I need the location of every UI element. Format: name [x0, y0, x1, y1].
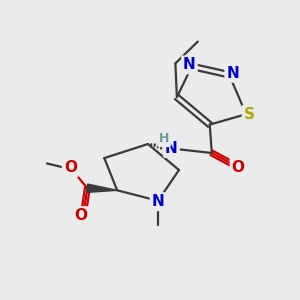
Text: O: O: [232, 160, 244, 175]
Text: N: N: [152, 194, 164, 209]
Text: S: S: [244, 107, 255, 122]
Text: O: O: [64, 160, 77, 175]
Text: N: N: [226, 66, 239, 81]
Text: N: N: [165, 141, 178, 156]
Polygon shape: [87, 184, 117, 192]
Text: H: H: [159, 133, 169, 146]
Text: O: O: [74, 208, 87, 223]
Text: N: N: [183, 57, 196, 72]
